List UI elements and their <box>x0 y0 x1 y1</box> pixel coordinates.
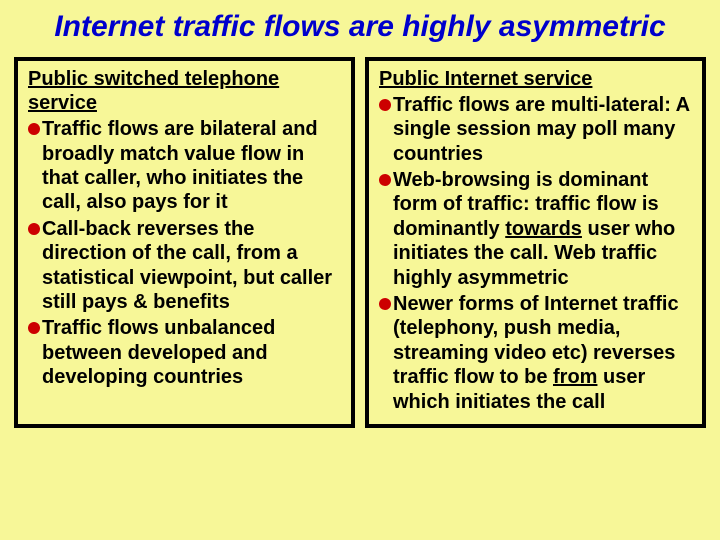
list-item: Newer forms of Internet traffic (telepho… <box>379 292 694 414</box>
item-text: Web-browsing is dominant form of traffic… <box>393 168 694 290</box>
underline-text: towards <box>505 218 582 240</box>
slide: Internet traffic flows are highly asymme… <box>0 0 720 540</box>
left-panel: Public switched telephone service Traffi… <box>14 57 355 428</box>
bullet-icon <box>379 298 391 310</box>
right-panel: Public Internet service Traffic flows ar… <box>365 57 706 428</box>
right-heading: Public Internet service <box>379 67 694 91</box>
item-text: Call-back reverses the direction of the … <box>42 217 343 315</box>
bullet-icon <box>379 174 391 186</box>
bullet-icon <box>28 322 40 334</box>
item-text: Traffic flows are bilateral and broadly … <box>42 117 343 215</box>
columns: Public switched telephone service Traffi… <box>0 57 720 428</box>
list-item: Web-browsing is dominant form of traffic… <box>379 168 694 290</box>
item-text: Traffic flows are multi-lateral: A singl… <box>393 93 694 166</box>
list-item: Traffic flows unbalanced between develop… <box>28 316 343 389</box>
left-heading: Public switched telephone service <box>28 67 343 116</box>
item-text: Newer forms of Internet traffic (telepho… <box>393 292 694 414</box>
item-text: Traffic flows unbalanced between develop… <box>42 316 343 389</box>
text-run: Traffic flows are multi-lateral: A singl… <box>393 94 689 165</box>
underline-text: from <box>553 366 597 388</box>
list-item: Traffic flows are bilateral and broadly … <box>28 117 343 215</box>
bullet-icon <box>28 123 40 135</box>
bullet-icon <box>379 99 391 111</box>
bullet-icon <box>28 223 40 235</box>
slide-title: Internet traffic flows are highly asymme… <box>0 10 720 57</box>
list-item: Traffic flows are multi-lateral: A singl… <box>379 93 694 166</box>
list-item: Call-back reverses the direction of the … <box>28 217 343 315</box>
